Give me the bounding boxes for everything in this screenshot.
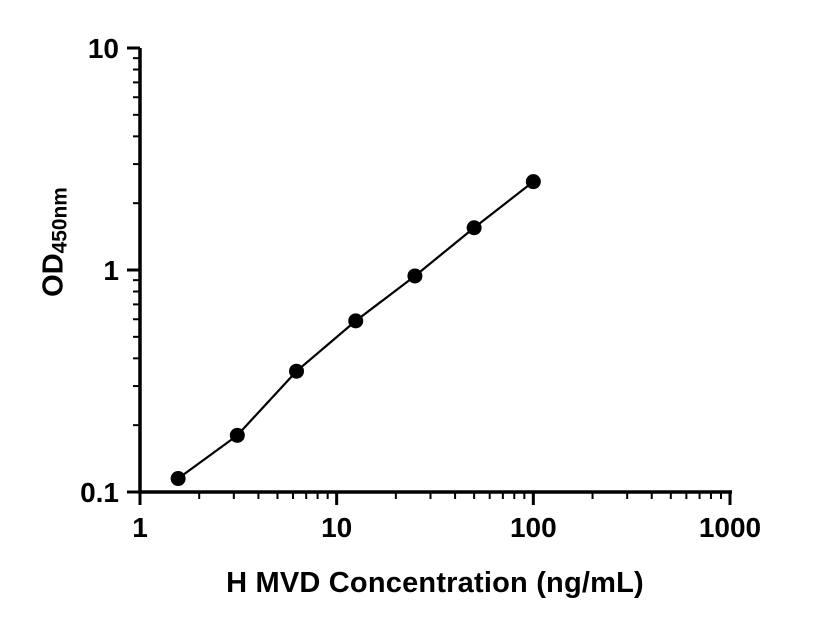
x-axis-label-text: H MVD Concentration (ng/mL)	[226, 567, 644, 599]
y-tick-label: 0.1	[80, 477, 119, 508]
data-point	[170, 471, 186, 487]
data-point	[466, 220, 482, 236]
x-axis-label: H MVD Concentration (ng/mL)	[140, 567, 730, 600]
data-point	[348, 313, 364, 329]
data-point	[525, 174, 541, 190]
y-axis-label: OD450nm	[37, 187, 72, 297]
x-tick-label: 1000	[699, 512, 761, 543]
data-point	[289, 363, 305, 379]
y-axis-label-subscript: 450nm	[48, 187, 72, 254]
y-axis-label-main: OD	[37, 253, 70, 297]
x-tick-label: 1	[132, 512, 148, 543]
y-tick-label: 10	[88, 33, 119, 64]
x-tick-label: 10	[321, 512, 352, 543]
data-point	[229, 427, 245, 443]
data-point	[407, 268, 423, 284]
x-tick-label: 100	[510, 512, 557, 543]
y-tick-label: 1	[103, 255, 119, 286]
